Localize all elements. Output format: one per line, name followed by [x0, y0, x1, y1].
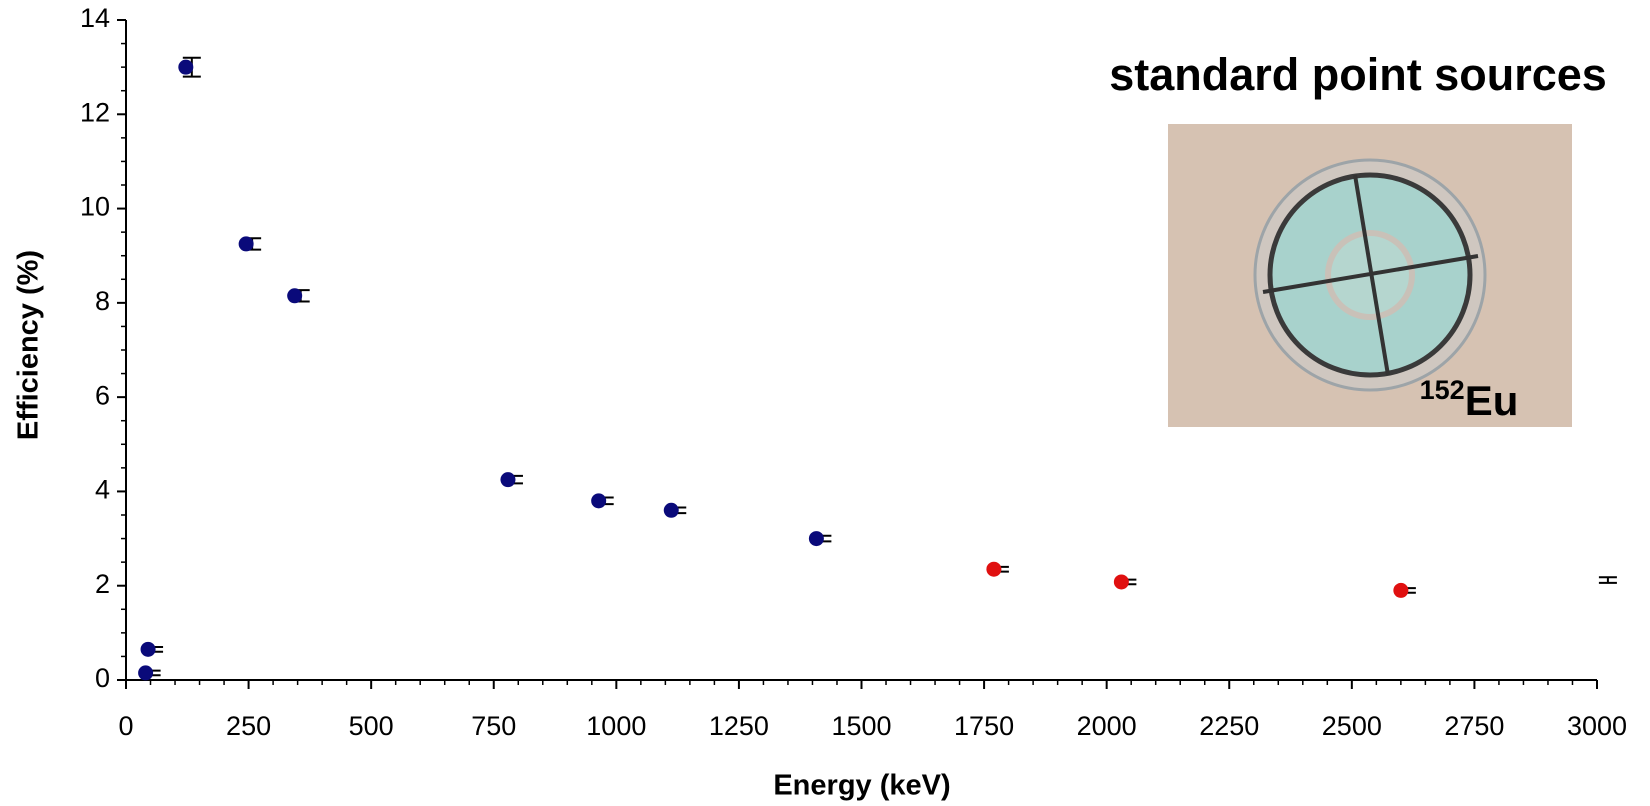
point [178, 59, 194, 75]
x-tick-label: 1750 [954, 711, 1014, 741]
y-tick-label: 8 [95, 286, 110, 316]
point [238, 236, 254, 252]
point [140, 641, 156, 657]
x-tick-label: 500 [349, 711, 394, 741]
x-axis-title: Energy (keV) [773, 770, 950, 802]
y-axis-title: Efficiency (%) [13, 250, 45, 440]
x-tick-label: 2500 [1322, 711, 1382, 741]
x-tick-label: 0 [118, 711, 133, 741]
x-tick-label: 3000 [1567, 711, 1627, 741]
point [808, 531, 824, 547]
x-tick-label: 250 [226, 711, 271, 741]
y-tick-label: 14 [80, 3, 110, 33]
y-tick-label: 10 [80, 192, 110, 222]
annotation: 152Eu [1420, 375, 1519, 424]
y-tick-label: 4 [95, 475, 110, 505]
y-tick-label: 2 [95, 569, 110, 599]
x-tick-label: 2250 [1199, 711, 1259, 741]
y-tick-label: 12 [80, 97, 110, 127]
chart-title: standard point sources [1109, 49, 1607, 100]
y-tick-label: 0 [95, 663, 110, 693]
x-tick-label: 2000 [1077, 711, 1137, 741]
point [1113, 574, 1129, 590]
point [138, 665, 154, 681]
annotation-text: Eu [1465, 377, 1519, 424]
x-tick-label: 1500 [831, 711, 891, 741]
point [500, 472, 516, 488]
point [287, 288, 303, 304]
y-tick-label: 6 [95, 380, 110, 410]
point [591, 493, 607, 509]
point [663, 502, 679, 518]
point [986, 561, 1002, 577]
photo [1168, 124, 1572, 427]
x-tick-label: 1250 [709, 711, 769, 741]
x-tick-label: 1000 [586, 711, 646, 741]
x-tick-label: 2750 [1444, 711, 1504, 741]
point [1393, 582, 1409, 598]
x-tick-label: 750 [471, 711, 516, 741]
annotation-superscript: 152 [1420, 375, 1465, 405]
